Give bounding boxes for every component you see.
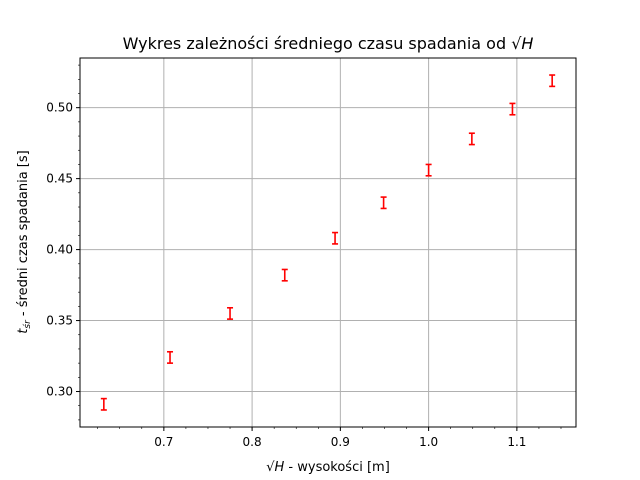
y-axis-label: tśr - średni czas spadania [s] (16, 150, 33, 333)
grid (80, 58, 576, 427)
data-point (100, 397, 107, 411)
data-point (332, 231, 339, 245)
y-tick-label: 0.40 (46, 243, 73, 257)
chart-title: Wykres zależności średniego czasu spadan… (123, 34, 534, 53)
x-tick-label: 0.8 (243, 435, 262, 449)
data-point (167, 350, 174, 364)
x-tick-label: 1.1 (507, 435, 526, 449)
x-axis-label: √H - wysokości [m] (266, 460, 390, 475)
data-point (549, 74, 556, 88)
x-tick-label: 0.9 (331, 435, 350, 449)
data-points (100, 74, 556, 411)
data-point (425, 163, 432, 177)
data-point (281, 268, 288, 282)
y-tick-label: 0.35 (46, 314, 73, 328)
data-point (509, 102, 516, 116)
y-tick-label: 0.45 (46, 172, 73, 186)
y-tick-label: 0.50 (46, 101, 73, 115)
ticks: 0.7 0.8 0.9 1.0 1.1 0.30 0.35 0.40 0.45 0.50 (46, 64, 562, 449)
data-point (380, 196, 387, 210)
x-tick-label: 1.0 (419, 435, 438, 449)
data-point (227, 306, 234, 320)
plot-frame (79, 57, 577, 428)
data-point (468, 132, 475, 146)
y-tick-label: 0.30 (46, 385, 73, 399)
x-tick-label: 0.7 (154, 435, 173, 449)
